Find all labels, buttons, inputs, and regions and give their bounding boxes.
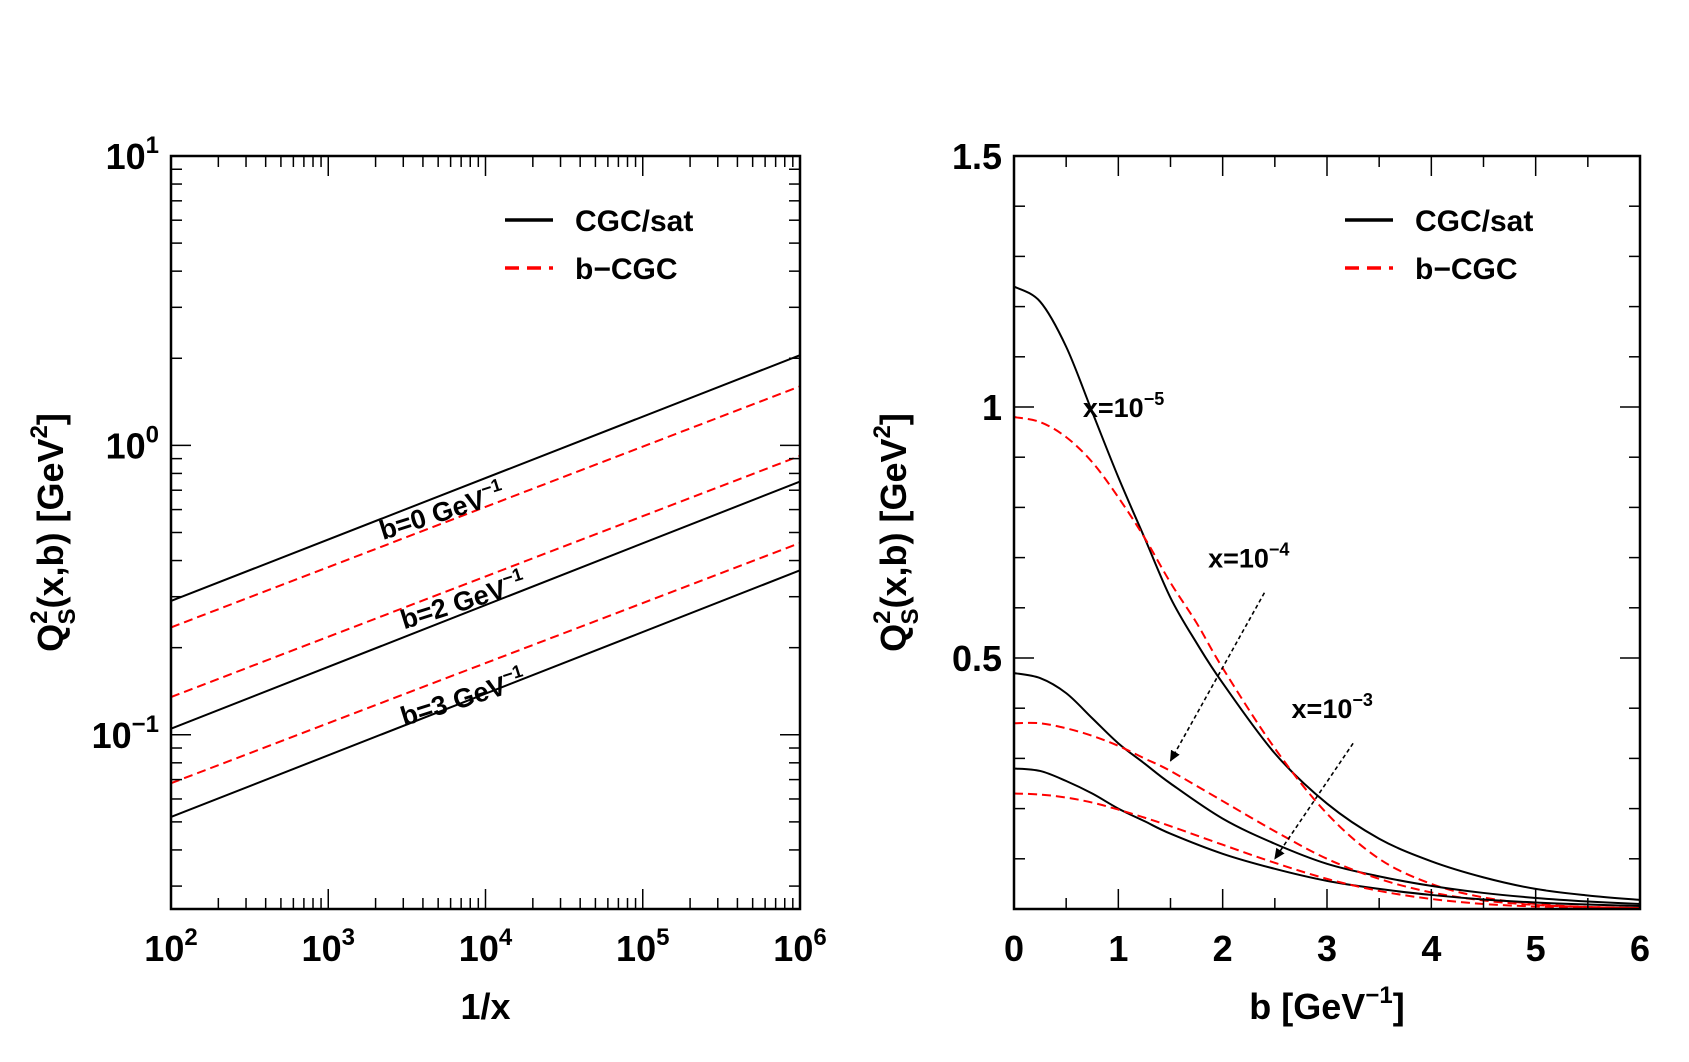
x-tick-base: 10	[459, 928, 499, 969]
y-tick-label: 1	[982, 387, 1002, 428]
series-line	[1014, 416, 1640, 909]
annotation-text: b=2 GeV	[397, 574, 510, 635]
x-tick-label: 3	[1317, 928, 1337, 969]
y-tick-base: 10	[106, 425, 146, 466]
series-line	[1014, 767, 1640, 907]
series-line	[171, 454, 800, 698]
y-axis-label-sup: 2	[26, 611, 53, 624]
x-tick-label: 103	[302, 924, 355, 969]
x-tick-label: 1	[1108, 928, 1128, 969]
legend-label: b−CGC	[575, 253, 678, 286]
y-axis-label-sup: 2	[869, 611, 896, 624]
series-line	[171, 385, 800, 629]
annotation-sup: −4	[1269, 540, 1290, 560]
x-axis-label-close: ]	[1393, 986, 1405, 1027]
series-line	[171, 480, 800, 730]
plot-frame	[169, 154, 802, 911]
series-group	[1014, 285, 1640, 909]
x-tick-base: 10	[616, 928, 656, 969]
annotation-text: x=10	[1292, 694, 1353, 724]
annotation-text: b=0 GeV	[376, 484, 489, 545]
x-tick-label: 104	[459, 924, 513, 969]
curve-annotation: b=0 GeV−1	[375, 474, 509, 545]
y-axis-label-unit-sup: 2	[26, 425, 53, 438]
x-axis-label: b [GeV−1]	[1249, 982, 1404, 1027]
annotation-arrow	[1274, 742, 1354, 860]
y-axis-label-q: Q	[30, 624, 71, 652]
y-tick-label: 1.5	[952, 136, 1002, 177]
y-tick-label: 100	[106, 421, 159, 466]
y-axis-label-rest: (x,b) [GeV	[873, 438, 914, 608]
x-tick-label: 2	[1213, 928, 1233, 969]
y-axis-label-close: ]	[30, 413, 71, 425]
y-axis-label-q: Q	[873, 624, 914, 652]
x-tick-base: 10	[773, 928, 813, 969]
curve-annotation: x=10−3	[1292, 690, 1373, 724]
y-axis-label-sub: S	[897, 608, 924, 624]
annotation-sup: −1	[500, 661, 526, 686]
x-axis-label-sup: −1	[1365, 982, 1392, 1009]
curve-annotation: b=2 GeV−1	[396, 564, 530, 635]
curve-annotation: x=10−4	[1208, 540, 1289, 574]
y-tick-base: 10	[106, 136, 146, 177]
annotation-text: x=10	[1083, 393, 1144, 423]
annotation-sup: −3	[1352, 690, 1373, 710]
y-axis-label: Q2S(x,b) [GeV2]	[26, 413, 81, 652]
x-tick-exponent: 2	[184, 924, 197, 951]
series-line	[1014, 721, 1640, 909]
plot-frame	[1012, 154, 1642, 911]
y-tick-base: 10	[92, 715, 132, 756]
series-line	[171, 569, 800, 818]
y-axis-label-unit-sup: 2	[869, 425, 896, 438]
y-tick-label: 0.5	[952, 638, 1002, 679]
x-tick-label: 4	[1421, 928, 1441, 969]
legend-label: b−CGC	[1415, 253, 1518, 286]
annotation-sup: −1	[500, 564, 526, 589]
x-tick-label: 6	[1630, 928, 1650, 969]
y-axis-label: Q2S(x,b) [GeV2]	[869, 413, 924, 652]
right-chart: 0 1 2 3 4 5 60.511.5b [GeV−1]Q2S(x,b) [GeV2]CG…	[869, 136, 1650, 1027]
y-axis-label-close: ]	[873, 413, 914, 425]
y-tick-label: 10−1	[92, 711, 159, 756]
x-tick-base: 10	[302, 928, 342, 969]
y-axis-label-rest: (x,b) [GeV	[30, 438, 71, 608]
x-tick-label: 5	[1526, 928, 1546, 969]
y-tick-exponent: 1	[146, 132, 159, 159]
x-axis-label: 1/x	[460, 986, 510, 1027]
x-tick-exponent: 5	[656, 924, 669, 951]
x-tick-label: 106	[773, 924, 826, 969]
series-line	[171, 542, 800, 785]
annotation-sup: −5	[1144, 389, 1165, 409]
series-line	[1014, 285, 1640, 901]
x-tick-label: 102	[144, 924, 197, 969]
y-tick-label: 101	[106, 132, 159, 177]
x-tick-label: 105	[616, 924, 669, 969]
series-line	[171, 354, 800, 602]
x-tick-label: 0	[1004, 928, 1024, 969]
x-axis-label-text: b [GeV	[1249, 986, 1365, 1027]
x-tick-exponent: 3	[342, 924, 355, 951]
y-tick-exponent: 0	[146, 421, 159, 448]
legend-label: CGC/sat	[1415, 205, 1533, 238]
y-tick-exponent: −1	[132, 711, 159, 738]
x-tick-exponent: 6	[813, 924, 826, 951]
annotation-text: b=3 GeV	[397, 671, 510, 732]
y-axis-label-sub: S	[54, 608, 81, 624]
annotation-sup: −1	[478, 474, 504, 499]
curve-annotation: x=10−5	[1083, 389, 1164, 423]
x-tick-base: 10	[144, 928, 184, 969]
series-line	[1014, 792, 1640, 909]
series-line	[1014, 672, 1640, 905]
x-tick-exponent: 4	[499, 924, 513, 951]
series-group	[171, 354, 800, 818]
legend-label: CGC/sat	[575, 205, 693, 238]
annotation-text: x=10	[1208, 544, 1269, 574]
